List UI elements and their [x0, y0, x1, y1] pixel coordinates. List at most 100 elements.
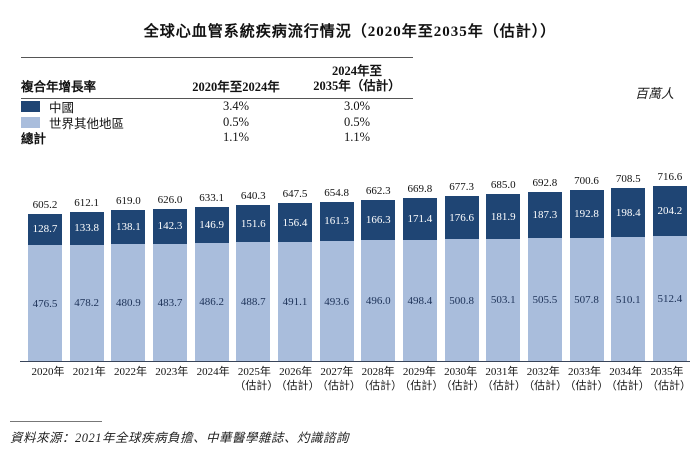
bar-segment-world: 486.2 — [194, 242, 229, 362]
bar-segment-china: 133.8 — [69, 212, 104, 245]
x-tick-2029年: 2029年 （估計） — [399, 366, 444, 392]
bar-total-label: 708.5 — [615, 173, 641, 186]
legend-swatch-world — [21, 116, 40, 128]
bar-segment-china: 181.9 — [486, 194, 521, 239]
bar-2032年: 692.8 187.3 505.5 — [527, 177, 562, 362]
bar-2025年: 640.3 151.6 488.7 — [236, 190, 271, 362]
cagr-row-label: 中國 — [49, 101, 75, 116]
cagr-value-period2: 0.5% — [343, 114, 371, 129]
unit-label: 百萬人 — [634, 86, 674, 101]
bar-segment-china: 204.2 — [652, 186, 687, 237]
bar-segment-china: 128.7 — [28, 213, 62, 246]
bar-total-label: 716.6 — [657, 171, 683, 184]
bar-segment-china: 138.1 — [111, 210, 146, 245]
bar-total-label: 647.5 — [282, 188, 308, 201]
x-tick-2027年: 2027年 （估計） — [316, 366, 361, 392]
x-tick-2020年: 2020年 — [31, 366, 65, 378]
bar-2029年: 669.8 171.4 498.4 — [402, 183, 437, 362]
bar-2033年: 700.6 192.8 507.8 — [569, 175, 604, 362]
x-tick-2026年: 2026年 （估計） — [275, 366, 320, 392]
bar-total-label: 640.3 — [240, 190, 266, 203]
bar-segment-china: 187.3 — [527, 192, 562, 239]
bar-2024年: 633.1 146.9 486.2 — [194, 192, 229, 362]
bar-2026年: 647.5 156.4 491.1 — [277, 188, 312, 362]
x-tick-2034年: 2034年 （估計） — [605, 366, 650, 392]
chart-title: 全球心血管系統疾病流行情況（2020年至2035年（估計）） — [143, 24, 557, 40]
cagr-value-period1: 1.1% — [222, 130, 250, 145]
bar-segment-world: 478.2 — [69, 244, 104, 362]
bar-2034年: 708.5 198.4 510.1 — [611, 173, 646, 362]
bar-segment-world: 476.5 — [28, 245, 62, 362]
cagr-header-period2-line2: 2035年（估計） — [313, 79, 401, 94]
bar-segment-world: 493.6 — [319, 241, 354, 362]
x-tick-2035年: 2035年 （估計） — [646, 366, 691, 392]
cagr-table: 複合年增長率 2020年至2024年 2024年至 2035年（估計） 中國 3.4… — [21, 57, 413, 146]
bar-total-label: 605.2 — [32, 198, 58, 211]
bar-total-label: 669.8 — [407, 182, 433, 195]
cagr-row-0: 中國 3.4% 3.0% — [21, 99, 413, 115]
bar-2023年: 626.0 142.3 483.7 — [152, 194, 187, 362]
source-rule — [10, 421, 102, 422]
bar-segment-world: 512.4 — [652, 236, 687, 362]
bar-total-label: 612.1 — [74, 197, 100, 209]
bar-total-label: 700.6 — [574, 175, 599, 188]
cagr-header-period2-line1: 2024年至 — [331, 63, 382, 78]
bar-total-label: 662.3 — [365, 184, 391, 197]
stacked-bar-chart: 605.2 128.7 476.5 612.1 133.8 478.2 619.0 138.1… — [28, 162, 687, 362]
bar-total-label: 626.0 — [157, 193, 183, 206]
cagr-value-period2: 1.1% — [343, 130, 371, 145]
bar-segment-china: 161.3 — [319, 201, 354, 242]
bar-total-label: 633.1 — [199, 191, 224, 204]
cagr-header-label: 複合年增長率 — [21, 80, 97, 94]
bar-segment-world: 505.5 — [527, 238, 562, 362]
bar-segment-world: 480.9 — [111, 244, 146, 362]
bar-segment-china: 171.4 — [402, 197, 437, 240]
table-top-rule — [21, 57, 413, 58]
bar-total-label: 619.0 — [115, 195, 141, 208]
bar-2030年: 677.3 176.6 500.8 — [444, 181, 479, 362]
bar-total-label: 677.3 — [449, 181, 474, 194]
cagr-table-body: 中國 3.4% 3.0% 世界其他地區 0.5% 0.5% 總計 1.1% 1.1% — [21, 99, 413, 146]
source-note: 資料來源：2021年全球疾病負擔、中華醫學雜誌、灼識諮詢 — [10, 431, 350, 445]
cagr-row-2: 總計 1.1% 1.1% — [21, 130, 413, 146]
bar-segment-china: 151.6 — [236, 205, 271, 243]
bar-segment-china: 192.8 — [569, 190, 604, 238]
cagr-table-header: 複合年增長率 2020年至2024年 2024年至 2035年（估計） — [21, 58, 413, 98]
cagr-header-period2: 2024年至 2035年（估計） — [301, 64, 413, 95]
bar-segment-world: 500.8 — [444, 239, 479, 362]
x-tick-2021年: 2021年 — [72, 366, 106, 378]
bar-segment-world: 491.1 — [277, 241, 312, 362]
x-tick-2032年: 2032年 （估計） — [523, 366, 568, 392]
bar-segment-world: 510.1 — [611, 237, 646, 362]
x-tick-2031年: 2031年 （估計） — [481, 366, 526, 392]
bar-total-label: 685.0 — [490, 179, 516, 192]
bar-2021年: 612.1 133.8 478.2 — [69, 197, 104, 362]
bar-segment-china: 198.4 — [611, 188, 646, 237]
cagr-row-label: 總計 — [21, 132, 47, 147]
bar-segment-world: 488.7 — [236, 242, 271, 362]
bar-segment-world: 498.4 — [402, 239, 437, 362]
x-axis-line — [20, 361, 690, 362]
bar-segment-china: 156.4 — [277, 203, 312, 242]
x-tick-2025年: 2025年 （估計） — [234, 366, 279, 392]
bar-2022年: 619.0 138.1 480.9 — [111, 195, 146, 362]
x-tick-2033年: 2033年 （估計） — [564, 366, 609, 392]
cagr-header-period1: 2020年至2024年 — [192, 80, 280, 94]
bar-segment-china: 166.3 — [361, 199, 396, 241]
x-tick-2028年: 2028年 （估計） — [358, 366, 403, 392]
bar-segment-world: 503.1 — [486, 238, 521, 362]
bar-total-label: 654.8 — [324, 186, 349, 199]
bar-2027年: 654.8 161.3 493.6 — [319, 187, 354, 362]
bar-segment-china: 146.9 — [194, 206, 229, 243]
bar-2028年: 662.3 166.3 496.0 — [361, 185, 396, 362]
cagr-value-period2: 3.0% — [343, 99, 371, 114]
bar-segment-world: 507.8 — [569, 237, 604, 362]
x-axis-labels: 2020年 2021年 2022年 2023年 2024年 2025年 （估計） 2026年（… — [28, 366, 691, 394]
table-mid-rule — [21, 98, 413, 99]
bar-segment-world: 483.7 — [152, 243, 187, 362]
bar-segment-china: 142.3 — [152, 208, 187, 244]
bar-segment-china: 176.6 — [444, 196, 479, 240]
x-tick-2030年: 2030年 （估計） — [440, 366, 485, 392]
bar-2035年: 716.6 204.2 512.4 — [652, 171, 687, 362]
